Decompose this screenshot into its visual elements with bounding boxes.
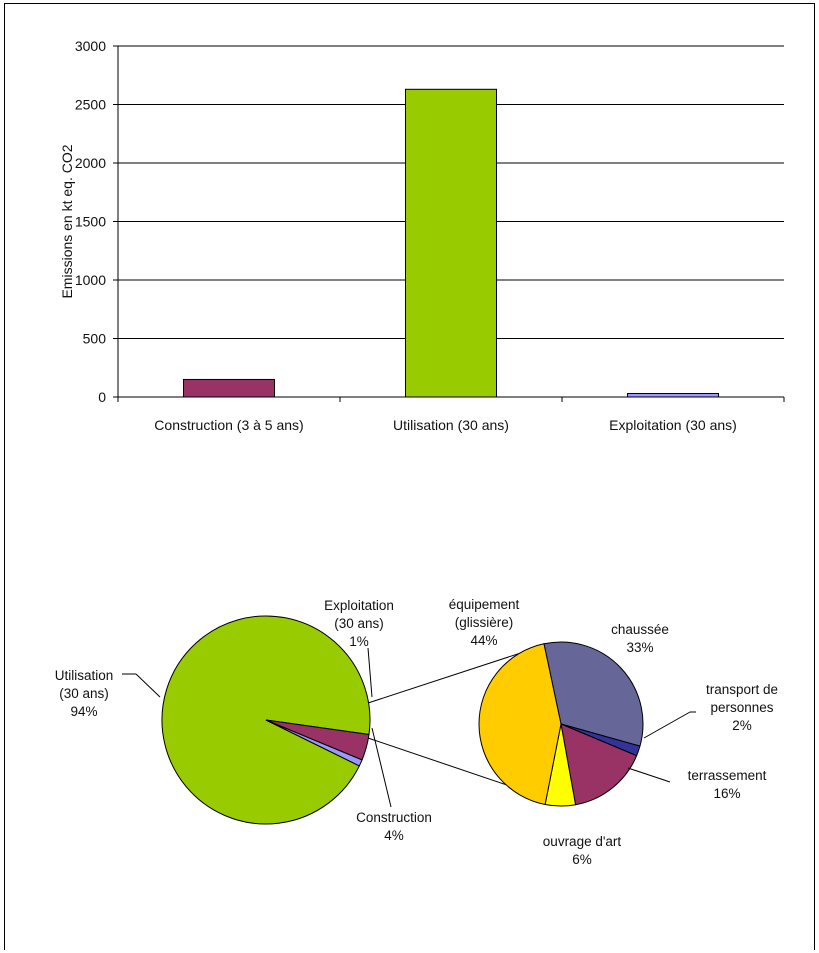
x-tick-label: Construction (3 à 5 ans)	[154, 417, 303, 433]
pie-slice	[478, 643, 562, 806]
pie-label: chaussée 33%	[611, 622, 669, 655]
pie-slice	[265, 719, 370, 761]
bar	[182, 378, 276, 398]
pie-label: transport de personnes 2%	[706, 682, 778, 733]
pie-label: Utilisation (30 ans) 94%	[55, 668, 114, 719]
y-tick-label: 1500	[75, 214, 106, 230]
connector-line	[367, 645, 543, 704]
y-tick-label: 3000	[75, 38, 106, 54]
x-tick-label: Utilisation (30 ans)	[393, 417, 509, 433]
y-tick-label: 2000	[75, 155, 106, 171]
leader-line	[371, 727, 392, 808]
y-tick-label: 0	[98, 389, 106, 405]
y-tick-label: 500	[83, 331, 107, 347]
chart-frame	[4, 3, 815, 950]
leader-line	[367, 647, 373, 698]
pie-slice	[543, 641, 644, 747]
y-tick-label: 1000	[75, 272, 106, 288]
y-tick-label: 2500	[75, 97, 106, 113]
y-axis-label: Emissions en kt eq. CO2	[59, 144, 75, 298]
bar-chart: 0 500 1000 1500 2000 2500 3000 Construction (3 …	[59, 38, 785, 433]
pie-label: terrassement 16%	[688, 768, 767, 801]
leader-line	[135, 673, 161, 698]
pie-slice	[560, 723, 638, 806]
pie-label: Exploitation (30 ans) 1%	[324, 598, 394, 649]
bar	[626, 392, 720, 398]
pie-label: ouvrage d'art 6%	[543, 834, 622, 867]
x-tick-label: Exploitation (30 ans)	[609, 417, 737, 433]
pie-slice	[161, 615, 371, 825]
pie-label: équipement (glissière) 44%	[449, 597, 520, 648]
leader-line	[643, 711, 691, 739]
leader-line	[627, 767, 671, 783]
pie-label: Construction 4%	[356, 810, 432, 843]
bar	[404, 88, 498, 398]
